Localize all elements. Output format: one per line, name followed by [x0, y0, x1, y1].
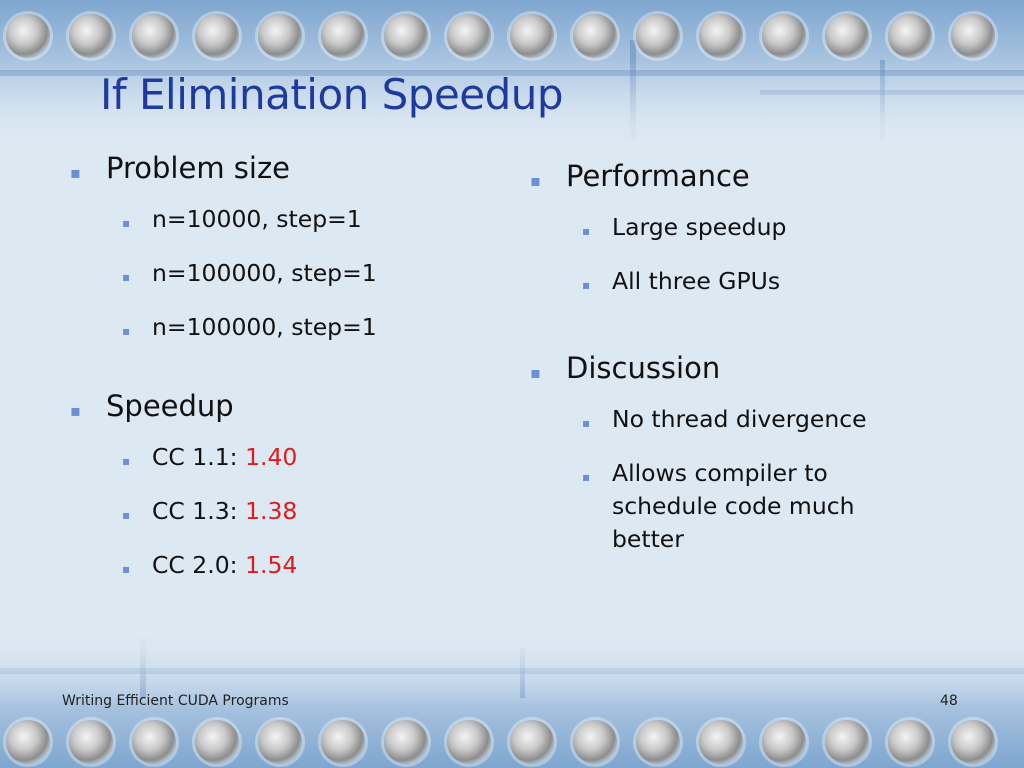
- bullet-problem-size: ▪ Problem size: [70, 150, 470, 191]
- speedup-item: ▪ CC 1.3: 1.38: [122, 495, 470, 532]
- bullet-heading: Problem size: [106, 151, 291, 185]
- square-bullet-icon: ▪: [122, 216, 131, 230]
- speedup-value: 1.40: [245, 443, 298, 471]
- slide-title: If Elimination Speedup: [100, 70, 564, 119]
- right-content-column: ▪ Performance ▪ Large speedup ▪ All thre…: [530, 158, 970, 556]
- square-bullet-icon: ▪: [582, 416, 591, 430]
- speedup-label: CC 1.3:: [152, 497, 246, 525]
- sub-bullet: ▪ No thread divergence: [582, 403, 970, 440]
- speedup-value: 1.54: [245, 551, 298, 579]
- sub-bullet: ▪ n=100000, step=1: [122, 311, 470, 348]
- square-bullet-icon: ▪: [122, 508, 131, 522]
- square-bullet-icon: ▪: [122, 324, 131, 338]
- sub-bullet-text: n=10000, step=1: [152, 205, 362, 233]
- sub-bullet: ▪ Large speedup: [582, 211, 970, 248]
- bullet-heading: Discussion: [566, 351, 721, 385]
- square-bullet-icon: ▪: [582, 470, 591, 484]
- square-bullet-icon: ▪: [530, 363, 541, 382]
- sub-bullet-text: Allows compiler to schedule code much be…: [612, 459, 855, 553]
- bullet-heading: Performance: [566, 159, 750, 193]
- connector-pin-row-bottom: [6, 720, 995, 764]
- footer-presentation-title: Writing Efficient CUDA Programs: [62, 693, 289, 709]
- square-bullet-icon: ▪: [70, 401, 81, 420]
- square-bullet-icon: ▪: [70, 163, 81, 182]
- sub-bullet: ▪ All three GPUs: [582, 265, 970, 302]
- sub-bullet-text: All three GPUs: [612, 267, 781, 295]
- bullet-heading: Speedup: [106, 389, 234, 423]
- bullet-discussion: ▪ Discussion: [530, 350, 970, 391]
- sub-bullet: ▪ n=100000, step=1: [122, 257, 470, 294]
- connector-pin-row-top: [6, 14, 995, 58]
- square-bullet-icon: ▪: [122, 562, 131, 576]
- sub-bullet-text: Large speedup: [612, 213, 787, 241]
- bullet-speedup: ▪ Speedup: [70, 388, 470, 429]
- sub-bullet: ▪ n=10000, step=1: [122, 203, 470, 240]
- speedup-value: 1.38: [245, 497, 298, 525]
- speedup-label: CC 1.1:: [152, 443, 246, 471]
- sub-bullet: ▪ Allows compiler to schedule code much …: [582, 457, 970, 556]
- speedup-item: ▪ CC 2.0: 1.54: [122, 549, 470, 586]
- square-bullet-icon: ▪: [582, 224, 591, 238]
- sub-bullet-text: No thread divergence: [612, 405, 867, 433]
- square-bullet-icon: ▪: [530, 171, 541, 190]
- slide-number: 48: [940, 693, 958, 709]
- square-bullet-icon: ▪: [122, 270, 131, 284]
- speedup-item: ▪ CC 1.1: 1.40: [122, 441, 470, 478]
- sub-bullet-text: n=100000, step=1: [152, 313, 377, 341]
- square-bullet-icon: ▪: [122, 454, 131, 468]
- speedup-label: CC 2.0:: [152, 551, 246, 579]
- left-content-column: ▪ Problem size ▪ n=10000, step=1 ▪ n=100…: [70, 150, 470, 586]
- bullet-performance: ▪ Performance: [530, 158, 970, 199]
- sub-bullet-text: n=100000, step=1: [152, 259, 377, 287]
- square-bullet-icon: ▪: [582, 278, 591, 292]
